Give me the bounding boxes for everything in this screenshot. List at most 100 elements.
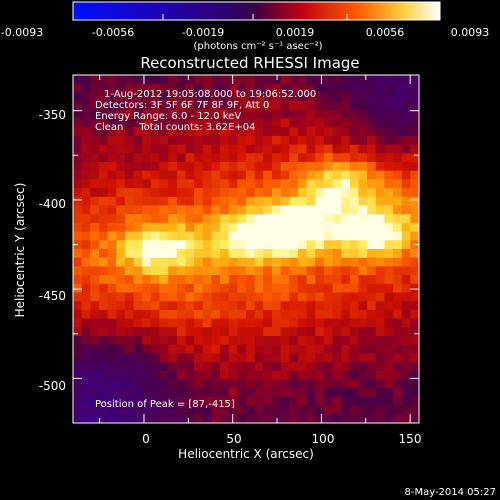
heatmap-cell [375, 327, 385, 337]
heatmap-cell [401, 405, 411, 415]
heatmap-cell [150, 222, 161, 233]
heatmap-cell [237, 362, 247, 372]
heatmap-cell [297, 162, 308, 172]
heatmap-cell [228, 144, 238, 154]
heatmap-cell [271, 249, 282, 259]
heatmap-cell [271, 275, 282, 285]
heatmap-cell [133, 222, 143, 233]
heatmap-cell [246, 162, 256, 172]
heatmap-cell [323, 153, 334, 163]
heatmap-cell [81, 153, 91, 163]
heatmap-cell [211, 344, 221, 354]
heatmap-cell [341, 109, 351, 120]
heatmap-cell [367, 292, 377, 302]
heatmap-cell [358, 222, 368, 233]
heatmap-cell [142, 127, 152, 137]
heatmap-cell [297, 353, 308, 363]
heatmap-cell [185, 318, 195, 328]
heatmap-cell [375, 135, 385, 146]
heatmap-cell [202, 214, 212, 224]
heatmap-cell [176, 118, 187, 128]
heatmap-cell [280, 196, 290, 207]
heatmap-cell [133, 231, 143, 241]
heatmap-cell [375, 396, 385, 407]
heatmap-cell [73, 362, 83, 372]
heatmap-cell [393, 214, 403, 224]
heatmap-cell [254, 179, 264, 189]
heatmap-cell [116, 127, 126, 137]
heatmap-cell [375, 188, 385, 198]
heatmap-cell [220, 370, 230, 381]
heatmap-cell [194, 214, 204, 224]
heatmap-cell [176, 179, 187, 189]
heatmap-cell [124, 127, 135, 137]
heatmap-cell [254, 135, 264, 146]
heatmap-cell [349, 205, 360, 215]
heatmap-cell [107, 214, 117, 224]
heatmap-cell [349, 396, 360, 407]
heatmap-cell [297, 249, 308, 259]
heatmap-cell [289, 257, 299, 267]
heatmap-cell [81, 144, 91, 154]
heatmap-cell [332, 318, 342, 328]
heatmap-cell [367, 275, 377, 285]
heatmap-cell [228, 188, 238, 198]
heatmap-cell [168, 362, 178, 372]
heatmap-cell [159, 179, 169, 189]
heatmap-cell [133, 396, 143, 407]
heatmap-cell [280, 127, 290, 137]
heatmap-cell [194, 318, 204, 328]
heatmap-cell [289, 162, 299, 172]
heatmap-cell [116, 370, 126, 381]
heatmap-cell [81, 283, 91, 294]
heatmap-cell [401, 327, 411, 337]
heatmap-cell [124, 414, 135, 423]
heatmap-cell [116, 188, 126, 198]
heatmap-cell [159, 275, 169, 285]
heatmap-cell [194, 83, 204, 93]
heatmap-cell [194, 292, 204, 302]
heatmap-cell [332, 309, 342, 320]
heatmap-cell [202, 205, 212, 215]
heatmap-cell [194, 153, 204, 163]
heatmap-cell [228, 370, 238, 381]
heatmap-cell [289, 362, 299, 372]
heatmap-cell [133, 388, 143, 398]
heatmap-cell [254, 249, 264, 259]
heatmap-cell [211, 318, 221, 328]
heatmap-cell [211, 266, 221, 276]
heatmap-cell [168, 170, 178, 180]
heatmap-cell [194, 127, 204, 137]
heatmap-cell [116, 353, 126, 363]
annotation-detectors: Detectors: 3F 5F 6F 7F 8F 9F, Att 0 [95, 100, 269, 111]
heatmap-cell [297, 370, 308, 381]
heatmap-cell [263, 344, 273, 354]
heatmap-cell [349, 188, 360, 198]
heatmap-cell [280, 327, 290, 337]
heatmap-cell [306, 179, 316, 189]
heatmap-cell [315, 301, 325, 311]
heatmap-cell [142, 353, 152, 363]
heatmap-cell [237, 118, 247, 128]
heatmap-cell [107, 283, 117, 294]
heatmap-cell [237, 249, 247, 259]
heatmap-cell [133, 214, 143, 224]
heatmap-cell [323, 414, 334, 423]
heatmap-cell [142, 92, 152, 102]
heatmap-cell [401, 379, 411, 389]
heatmap-cell [341, 153, 351, 163]
heatmap-cell [367, 222, 377, 233]
heatmap-cell [124, 75, 135, 85]
heatmap-cell [159, 249, 169, 259]
heatmap-cell [81, 414, 91, 423]
heatmap-cell [90, 309, 100, 320]
heatmap-cell [185, 162, 195, 172]
heatmap-cell [280, 318, 290, 328]
heatmap-cell [410, 344, 419, 354]
heatmap-cell [116, 196, 126, 207]
heatmap-cell [98, 370, 109, 381]
heatmap-cell [168, 92, 178, 102]
heatmap-cell [323, 249, 334, 259]
heatmap-cell [367, 162, 377, 172]
heatmap-cell [81, 370, 91, 381]
